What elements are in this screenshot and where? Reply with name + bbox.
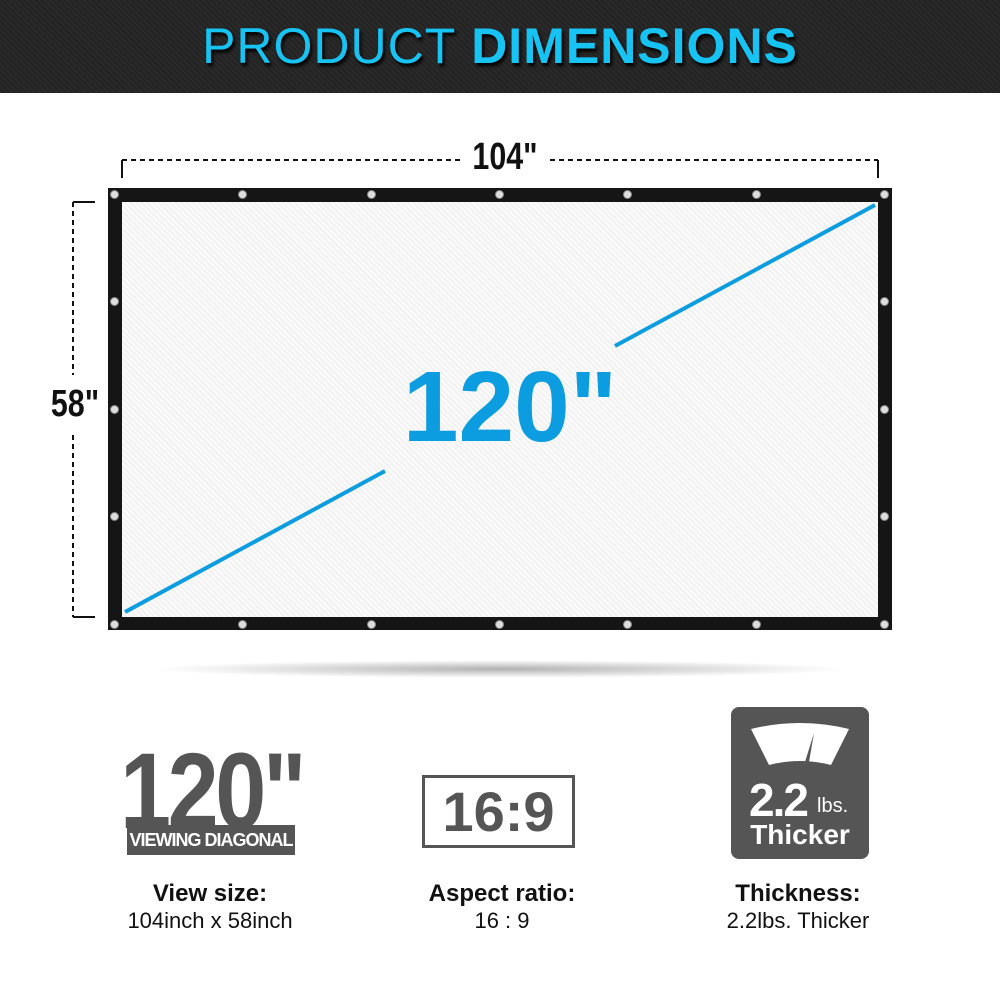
weight-value: 2.2 — [749, 774, 809, 826]
weight-unit: lbs. — [817, 795, 849, 817]
page-title: PRODUCT DIMENSIONS — [0, 0, 1000, 93]
grommet — [238, 190, 247, 199]
grommet — [110, 620, 119, 629]
diagonal-line — [124, 203, 876, 614]
height-label: 58" — [50, 383, 100, 425]
grommet — [110, 190, 119, 199]
caption-title: View size: — [152, 880, 268, 907]
grommet — [880, 190, 889, 199]
caption-value: 16 : 9 — [474, 908, 530, 933]
header-banner — [0, 0, 1000, 93]
caption-title: Thickness: — [735, 880, 861, 907]
aspect-ratio-icon: 16:9 — [422, 775, 575, 848]
grommet — [623, 620, 632, 629]
grommet — [752, 620, 761, 629]
grommet — [367, 190, 376, 199]
grommet — [880, 405, 889, 414]
caption-title: Aspect ratio: — [428, 880, 576, 907]
grommet — [238, 620, 247, 629]
scale-dial-icon — [751, 723, 849, 765]
view-size-caption: View size: 104inch x 58inch — [60, 880, 360, 934]
grommet — [495, 190, 504, 199]
title-light: PRODUCT — [202, 18, 457, 74]
caption-value: 104inch x 58inch — [127, 908, 293, 933]
grommet — [752, 190, 761, 199]
grommet — [110, 405, 119, 414]
caption-value: 2.2lbs. Thicker — [726, 908, 870, 933]
grommet — [495, 620, 504, 629]
width-label: 104" — [472, 136, 538, 178]
grommet — [880, 297, 889, 306]
viewing-diagonal-badge: VIEWING DIAGONAL — [127, 825, 295, 855]
grommet — [880, 620, 889, 629]
dimension-lines — [72, 159, 879, 618]
grommet — [623, 190, 632, 199]
weight-scale-icon: 2.2 lbs. Thicker — [731, 707, 869, 859]
weight-sub: Thicker — [750, 819, 850, 850]
diagonal-label: 120" — [402, 351, 618, 463]
aspect-ratio-caption: Aspect ratio: 16 : 9 — [352, 880, 652, 934]
screen-shadow — [150, 660, 850, 678]
title-bold: DIMENSIONS — [471, 18, 798, 74]
grommet — [367, 620, 376, 629]
grommet — [880, 512, 889, 521]
grommet — [110, 512, 119, 521]
grommet — [110, 297, 119, 306]
thickness-caption: Thickness: 2.2lbs. Thicker — [648, 880, 948, 934]
